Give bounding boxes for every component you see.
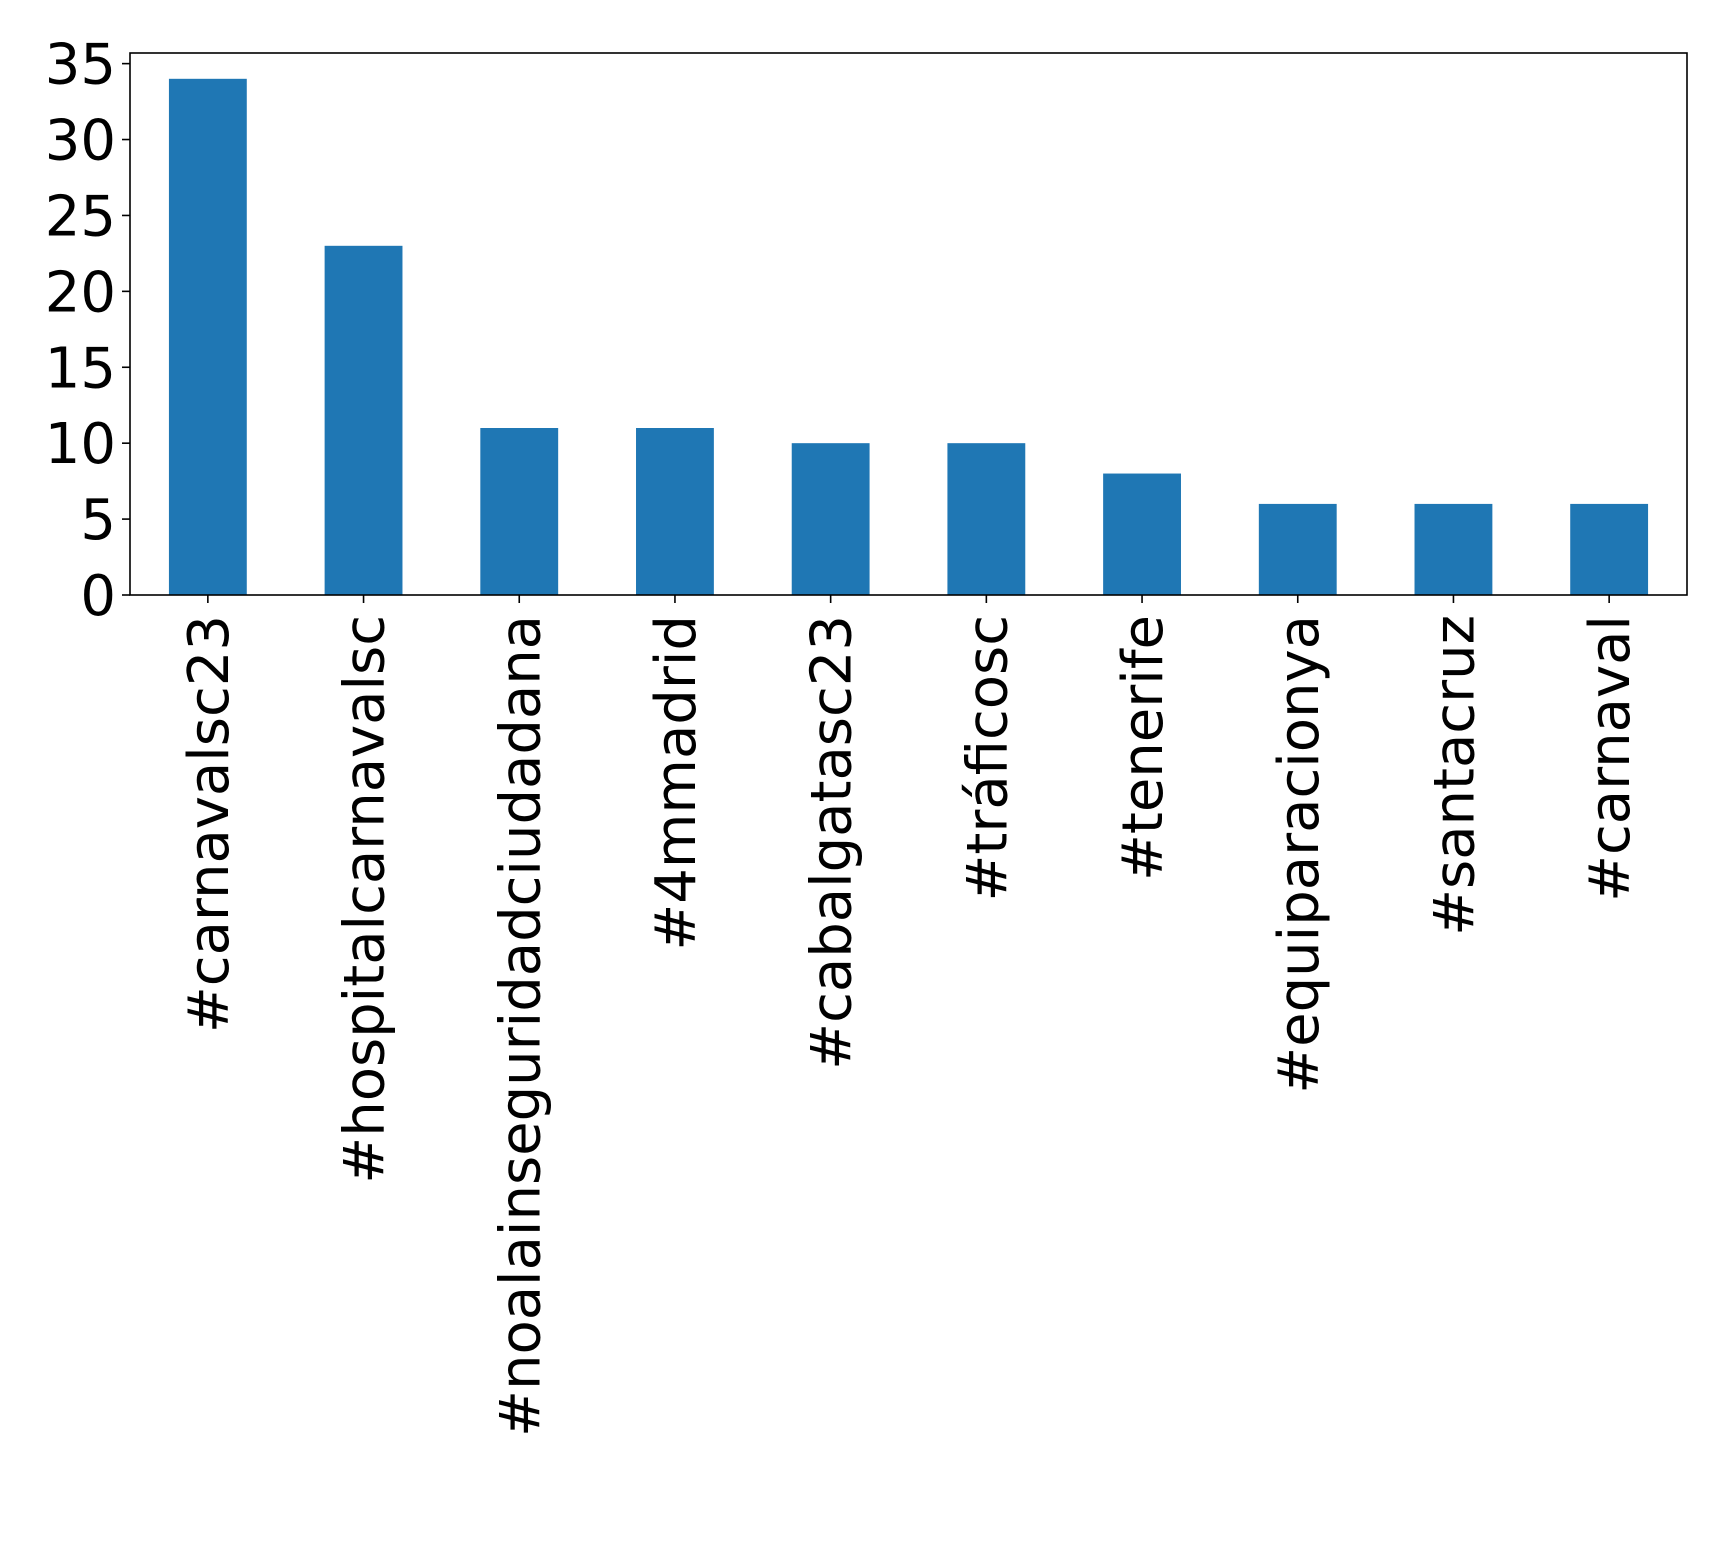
y-tick-label-2: 10 [45,412,116,477]
y-tick-label-4: 20 [45,260,116,325]
x-tick-label-0: #carnavalsc23 [177,615,242,1033]
x-tick-label-8: #santacruz [1422,615,1487,936]
bar-0 [168,78,247,595]
bar-9 [1570,503,1649,595]
x-tick-label-4: #cabalgatasc23 [800,615,865,1070]
y-tick-label-5: 25 [45,184,116,249]
bar-2 [480,428,559,595]
y-tick-label-0: 0 [80,564,116,629]
y-tick-label-7: 35 [45,33,116,98]
bar-3 [636,428,714,595]
bar-6 [1103,473,1181,595]
bar-4 [791,443,870,595]
x-tick-label-5: #tráficosc [955,615,1020,902]
y-tick-label-3: 15 [45,336,116,401]
bar-5 [947,443,1026,595]
bars-layer [168,78,1649,595]
bar-7 [1258,503,1337,595]
x-tick-label-3: #4mmadrid [644,615,709,951]
x-tick-label-2: #noalainseguridadciudadana [488,615,553,1437]
y-axis: 0 5 10 15 20 25 30 35 [45,33,130,629]
plot-frame [129,52,1688,596]
x-axis: #carnavalsc23 #hospitalcarnavalsc #noalain… [177,595,1643,1437]
bar-1 [324,245,403,595]
y-tick-label-1: 5 [80,488,116,553]
x-tick-label-1: #hospitalcarnavalsc [333,615,398,1184]
x-tick-label-9: #carnaval [1578,615,1643,902]
x-tick-label-7: #equiparacionya [1267,615,1332,1094]
x-tick-label-6: #tenerife [1111,615,1176,881]
y-tick-label-6: 30 [45,109,116,174]
bar-8 [1414,503,1493,595]
